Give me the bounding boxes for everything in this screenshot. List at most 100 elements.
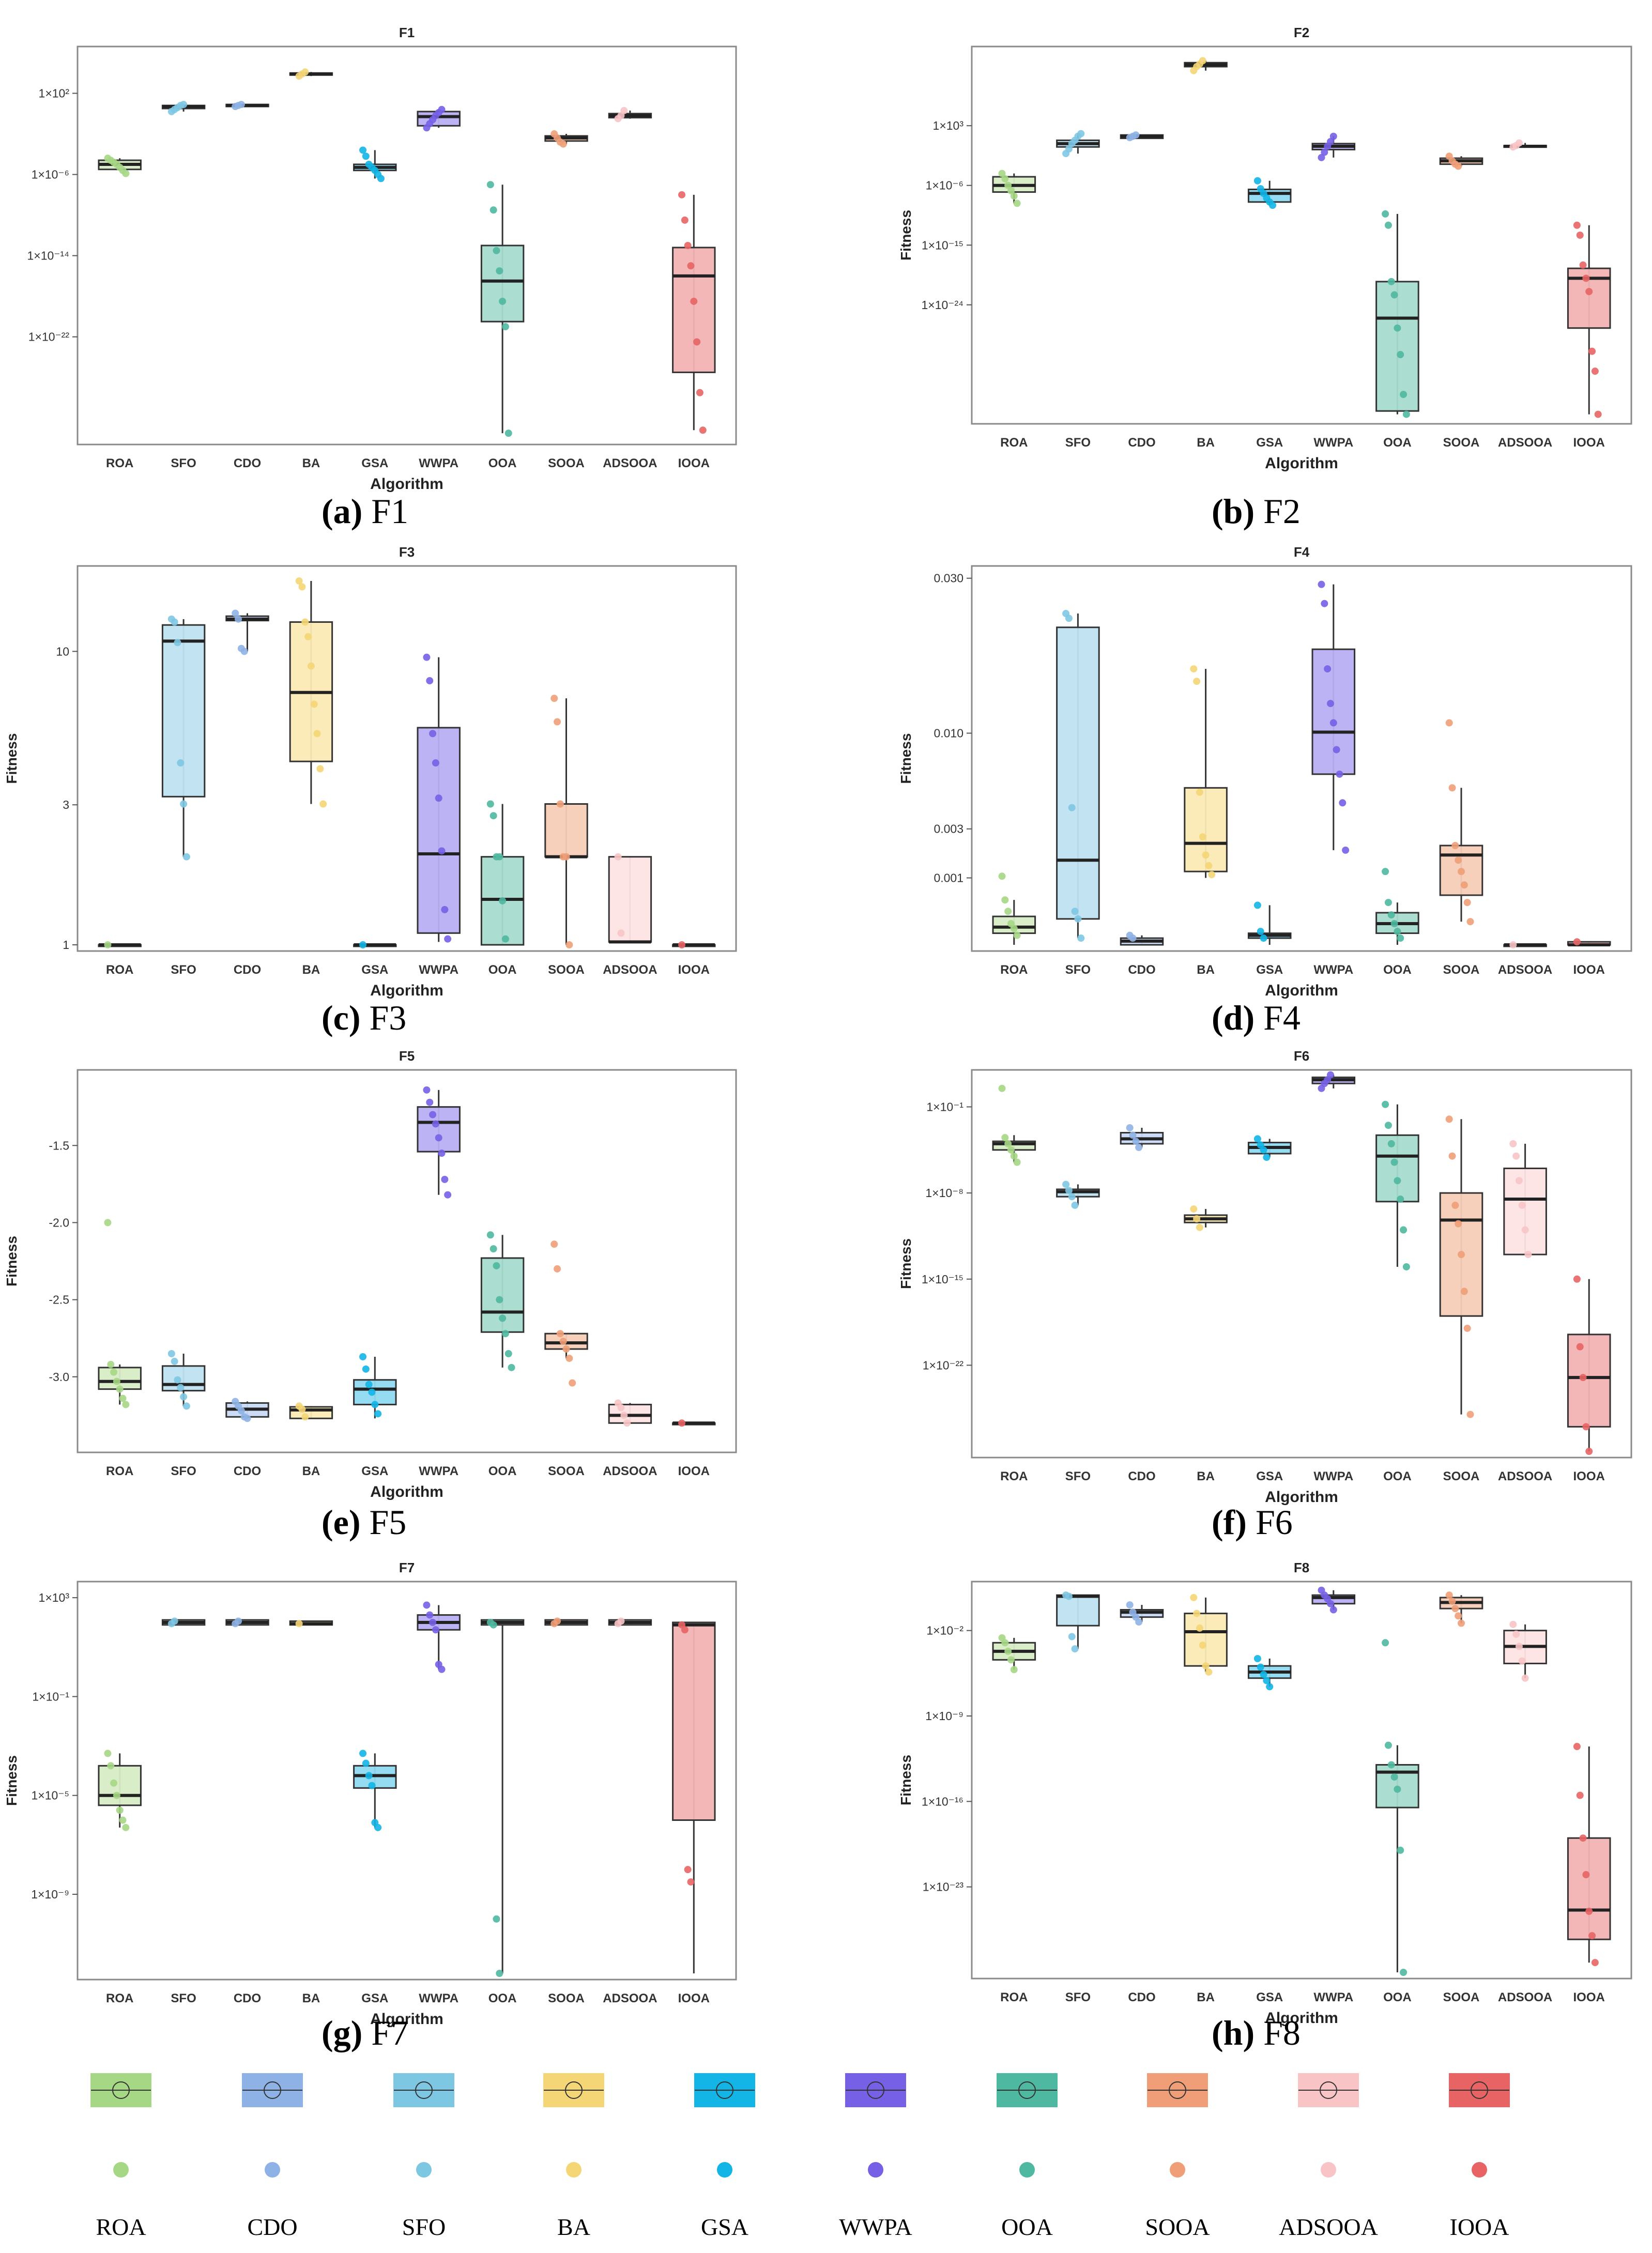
point-iooa xyxy=(1588,347,1596,355)
point-gsa xyxy=(1253,1654,1261,1662)
point-roa xyxy=(1010,192,1018,200)
point-ooa xyxy=(1394,324,1401,332)
chart-f1: F1 Algorithm 1×10² 1×10⁻⁶ 1×10⁻¹⁴ 1×10⁻²² ROA S… xyxy=(27,25,737,493)
point-ooa xyxy=(501,323,509,331)
y-tick-label: 10 xyxy=(56,645,69,658)
point-adsooa xyxy=(1512,1630,1520,1638)
point-ba xyxy=(1193,1215,1201,1223)
box-ooa xyxy=(1375,281,1419,412)
point-ooa xyxy=(1387,1761,1395,1769)
point-ba xyxy=(1193,678,1201,685)
point-wwpa xyxy=(426,677,434,685)
x-tick-label: CDO xyxy=(234,1464,261,1478)
y-tick-label: 1×10⁻²² xyxy=(923,1358,964,1372)
plot-frame xyxy=(971,1069,1632,1459)
point-wwpa xyxy=(423,1601,431,1609)
point-sooa xyxy=(562,1345,570,1353)
legend-label-gsa: GSA xyxy=(700,2214,749,2240)
point-sooa xyxy=(1451,1201,1459,1209)
x-tick-label: WWPA xyxy=(1313,1469,1353,1483)
point-roa xyxy=(110,1368,118,1376)
point-roa xyxy=(1007,1146,1015,1154)
x-axis-label: Algorithm xyxy=(1265,982,1338,999)
x-tick-label: ADSOOA xyxy=(1498,436,1552,450)
x-tick-label: BA xyxy=(302,963,320,977)
point-adsooa xyxy=(1524,1251,1532,1259)
point-gsa xyxy=(1260,934,1267,942)
point-gsa xyxy=(1257,928,1264,936)
x-tick-label: OOA xyxy=(1383,1469,1412,1483)
box-sfo xyxy=(1056,1594,1100,1627)
x-tick-label: ROA xyxy=(1000,1990,1028,2004)
chart-title: F5 xyxy=(399,1048,415,1064)
x-tick-label: SOOA xyxy=(548,1464,585,1478)
point-gsa xyxy=(1253,1135,1261,1143)
y-tick-label: 1×10⁻²² xyxy=(28,330,70,344)
chart-title: F6 xyxy=(1294,1048,1309,1064)
y-tick-label: 0.010 xyxy=(934,726,963,740)
point-ooa xyxy=(1394,1177,1401,1185)
point-sooa xyxy=(1445,1115,1453,1123)
point-roa xyxy=(1004,181,1012,189)
y-tick-label: 1×10⁻⁸ xyxy=(925,1186,963,1200)
y-tick-label: 1×10⁻²⁴ xyxy=(922,298,964,312)
point-ooa xyxy=(490,206,497,214)
point-ba xyxy=(304,633,312,640)
point-wwpa xyxy=(1326,1071,1334,1079)
y-axis-label: Fitness xyxy=(4,733,20,784)
point-ooa xyxy=(490,812,497,820)
x-tick-label: BA xyxy=(1197,1469,1215,1483)
x-tick-label: SOOA xyxy=(1443,1990,1480,2004)
point-sooa xyxy=(1460,1288,1468,1295)
point-gsa xyxy=(1257,1663,1264,1671)
x-tick-label: ADSOOA xyxy=(603,963,657,977)
y-tick-label: -2.0 xyxy=(49,1216,69,1229)
x-tick-label: SFO xyxy=(171,456,196,470)
point-ba xyxy=(298,1405,306,1413)
point-wwpa xyxy=(1329,1606,1337,1614)
point-ooa xyxy=(504,430,512,437)
x-tick-label: ADSOOA xyxy=(1498,963,1552,977)
caption-f7-letter: (g) xyxy=(322,2013,363,2052)
legend-dot-swatch xyxy=(1321,2162,1336,2178)
point-wwpa xyxy=(1321,148,1328,156)
x-tick-label: SFO xyxy=(171,1991,196,2005)
y-axis-label: Fitness xyxy=(898,1755,914,1805)
legend-label-roa: ROA xyxy=(96,2214,146,2240)
point-sooa xyxy=(550,695,558,702)
point-sfo xyxy=(182,853,190,861)
point-adsooa xyxy=(1521,1674,1529,1682)
point-gsa xyxy=(362,1365,370,1373)
point-roa xyxy=(1007,187,1015,194)
point-cdo xyxy=(1132,131,1140,139)
point-cdo xyxy=(1129,934,1137,942)
point-ooa xyxy=(499,1314,507,1322)
point-adsooa xyxy=(1515,1177,1523,1185)
y-tick-label: 1×10⁻¹⁵ xyxy=(922,1273,963,1286)
box-wwpa xyxy=(1311,648,1356,775)
point-sooa xyxy=(565,1354,573,1362)
x-tick-label: ROA xyxy=(1000,963,1028,977)
point-gsa xyxy=(1253,177,1261,185)
legend-mean-marker xyxy=(1018,2081,1036,2099)
point-wwpa xyxy=(1321,600,1328,607)
chart-f3: F3 Algorithm Fitness 10 3 1 ROA SFO CDO BA GSA WWPA… xyxy=(4,544,737,999)
point-sfo xyxy=(171,1357,178,1365)
point-roa xyxy=(1010,1152,1018,1160)
point-ooa xyxy=(493,1262,500,1269)
x-tick-label: SOOA xyxy=(548,1991,585,2005)
x-tick-label: CDO xyxy=(1128,963,1155,977)
point-adsooa xyxy=(1512,1152,1520,1160)
point-wwpa xyxy=(1342,846,1350,854)
x-tick-label: SOOA xyxy=(1443,1469,1480,1483)
point-ba xyxy=(1190,1205,1198,1213)
point-wwpa xyxy=(438,1150,446,1157)
x-tick-label: ADSOOA xyxy=(603,456,657,470)
caption-f1: (a) F1 xyxy=(322,491,408,532)
point-wwpa xyxy=(435,794,442,802)
chart-title: F3 xyxy=(399,544,415,560)
point-sooa xyxy=(1466,1411,1474,1418)
point-roa xyxy=(1013,931,1021,939)
point-iooa xyxy=(1576,232,1584,239)
x-tick-label: GSA xyxy=(361,963,388,977)
